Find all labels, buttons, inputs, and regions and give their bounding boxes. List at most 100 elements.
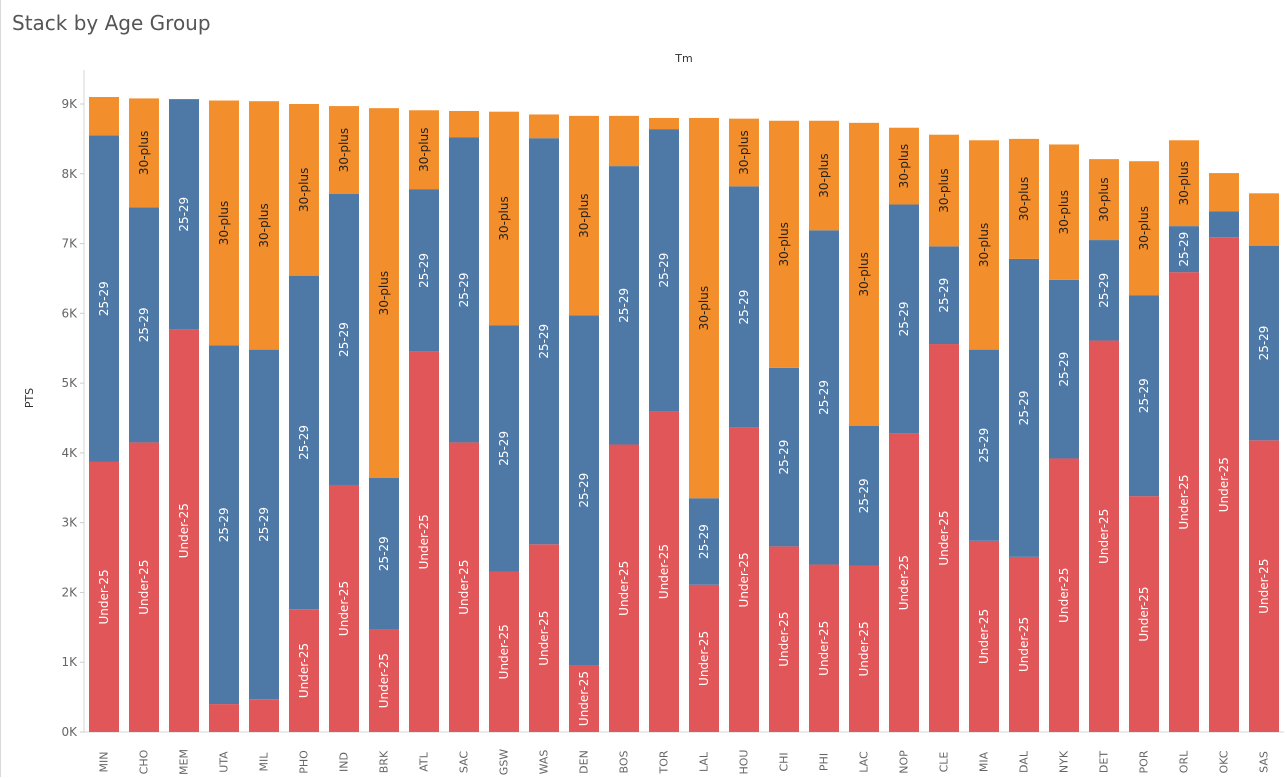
bar-okc-30-plus[interactable]: [1209, 173, 1239, 212]
bar-den-25-29[interactable]: [569, 315, 599, 666]
bar-dal-under-25[interactable]: [1009, 556, 1039, 732]
bar-atl-25-29[interactable]: [409, 189, 439, 352]
bar-bos-under-25[interactable]: [609, 444, 639, 732]
bar-brk-under-25[interactable]: [369, 629, 399, 732]
bar-min-30-plus[interactable]: [89, 97, 119, 136]
bar-mil-under-25[interactable]: [249, 699, 279, 732]
bar-pho-30-plus[interactable]: [289, 104, 319, 276]
bar-mem-25-29[interactable]: [169, 99, 199, 330]
bar-uta-25-29[interactable]: [209, 345, 239, 705]
bar-atl-30-plus[interactable]: [409, 110, 439, 190]
bar-was-25-29[interactable]: [529, 138, 559, 545]
bar-pho-under-25[interactable]: [289, 609, 319, 732]
bar-lal-30-plus[interactable]: [689, 117, 719, 499]
bar-den-30-plus[interactable]: [569, 115, 599, 316]
bar-det-25-29[interactable]: [1089, 240, 1119, 341]
bar-atl-under-25[interactable]: [409, 351, 439, 732]
bar-ind-30-plus[interactable]: [329, 106, 359, 195]
bar-cho-under-25[interactable]: [129, 442, 159, 732]
bar-mia-25-29[interactable]: [969, 349, 999, 541]
bar-ind-25-29[interactable]: [329, 194, 359, 485]
bar-det-under-25[interactable]: [1089, 340, 1119, 732]
bar-sac-under-25[interactable]: [449, 442, 479, 732]
bar-uta-under-25[interactable]: [209, 704, 239, 732]
bar-sac-25-29[interactable]: [449, 137, 479, 443]
bar-mia-30-plus[interactable]: [969, 140, 999, 350]
bar-phi-under-25[interactable]: [809, 564, 839, 732]
bar-okc-25-29[interactable]: [1209, 211, 1239, 238]
bar-cho-30-plus[interactable]: [129, 98, 159, 208]
bar-segment-label: Under-25: [1097, 509, 1111, 564]
bar-por-under-25[interactable]: [1129, 496, 1159, 732]
bar-phi-30-plus[interactable]: [809, 120, 839, 231]
bar-cho-25-29[interactable]: [129, 207, 159, 443]
bar-chi-30-plus[interactable]: [769, 120, 799, 368]
bar-mia-under-25[interactable]: [969, 540, 999, 732]
bar-orl-30-plus[interactable]: [1169, 140, 1199, 227]
bar-lac-under-25[interactable]: [849, 565, 879, 732]
bar-gsw-25-29[interactable]: [489, 325, 519, 572]
bar-den-under-25[interactable]: [569, 665, 599, 732]
bar-dal-25-29[interactable]: [1009, 258, 1039, 557]
bar-por-30-plus[interactable]: [1129, 161, 1159, 296]
bar-segment-label: Under-25: [617, 561, 631, 616]
bar-segment-label: 25-29: [1097, 273, 1111, 308]
bar-pho-25-29[interactable]: [289, 275, 319, 610]
bar-nop-30-plus[interactable]: [889, 127, 919, 205]
bar-tor-25-29[interactable]: [649, 129, 679, 412]
x-tick-label: DEN: [578, 750, 591, 774]
bar-was-30-plus[interactable]: [529, 114, 559, 139]
bar-gsw-under-25[interactable]: [489, 571, 519, 732]
bar-nyk-25-29[interactable]: [1049, 279, 1079, 459]
bar-segment-label: 25-29: [1137, 378, 1151, 413]
bar-chi-under-25[interactable]: [769, 546, 799, 732]
y-tick-label: 7K: [61, 237, 78, 251]
bar-uta-30-plus[interactable]: [209, 100, 239, 346]
bar-dal-30-plus[interactable]: [1009, 138, 1039, 259]
bar-brk-25-29[interactable]: [369, 478, 399, 630]
bar-orl-25-29[interactable]: [1169, 226, 1199, 273]
bar-min-25-29[interactable]: [89, 135, 119, 462]
bar-ind-under-25[interactable]: [329, 484, 359, 732]
bar-det-30-plus[interactable]: [1089, 159, 1119, 241]
bar-okc-under-25[interactable]: [1209, 237, 1239, 732]
bar-por-25-29[interactable]: [1129, 295, 1159, 497]
bar-mil-25-29[interactable]: [249, 349, 279, 700]
bar-min-under-25[interactable]: [89, 461, 119, 732]
bar-nyk-30-plus[interactable]: [1049, 144, 1079, 280]
bar-sas-30-plus[interactable]: [1249, 193, 1279, 246]
bar-bos-30-plus[interactable]: [609, 115, 639, 167]
bar-tor-under-25[interactable]: [649, 411, 679, 732]
bar-hou-under-25[interactable]: [729, 427, 759, 732]
x-tick-label: TOR: [658, 750, 671, 774]
bar-cle-25-29[interactable]: [929, 246, 959, 345]
bar-bos-25-29[interactable]: [609, 166, 639, 445]
bar-segment-label: 30-plus: [697, 286, 711, 330]
bar-sas-25-29[interactable]: [1249, 245, 1279, 441]
bar-nyk-under-25[interactable]: [1049, 458, 1079, 732]
bar-brk-30-plus[interactable]: [369, 108, 399, 479]
column-header-label: Tm: [674, 52, 692, 65]
x-tick-label: BOS: [618, 750, 631, 773]
bar-sac-30-plus[interactable]: [449, 110, 479, 138]
bar-was-under-25[interactable]: [529, 544, 559, 732]
bar-chi-25-29[interactable]: [769, 367, 799, 547]
bar-lac-30-plus[interactable]: [849, 122, 879, 426]
bar-nop-under-25[interactable]: [889, 433, 919, 732]
bar-tor-30-plus[interactable]: [649, 117, 679, 130]
bar-cle-30-plus[interactable]: [929, 134, 959, 247]
bar-mil-30-plus[interactable]: [249, 101, 279, 350]
bar-nop-25-29[interactable]: [889, 204, 919, 434]
bar-cle-under-25[interactable]: [929, 344, 959, 732]
bar-gsw-30-plus[interactable]: [489, 111, 519, 326]
bar-lac-25-29[interactable]: [849, 425, 879, 566]
bar-orl-under-25[interactable]: [1169, 272, 1199, 732]
bar-lal-25-29[interactable]: [689, 498, 719, 585]
bar-hou-25-29[interactable]: [729, 186, 759, 428]
bar-mem-under-25[interactable]: [169, 329, 199, 732]
bar-hou-30-plus[interactable]: [729, 118, 759, 187]
y-tick-label: 4K: [61, 446, 78, 460]
bar-phi-25-29[interactable]: [809, 230, 839, 565]
bar-sas-under-25[interactable]: [1249, 440, 1279, 732]
bar-lal-under-25[interactable]: [689, 584, 719, 732]
